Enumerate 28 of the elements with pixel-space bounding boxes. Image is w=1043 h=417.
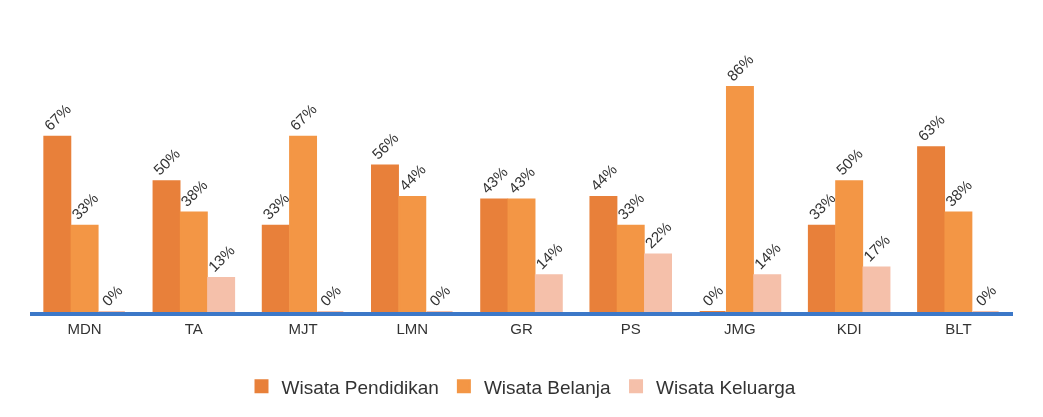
data-label: 43% (477, 163, 511, 197)
data-label: 56% (368, 129, 402, 163)
x-tick-label: TA (184, 320, 203, 337)
data-label: 0% (972, 281, 1000, 309)
data-label: 0% (316, 281, 345, 309)
data-label: 0% (698, 281, 727, 309)
data-label: 38% (941, 176, 976, 210)
data-label: 33% (805, 189, 839, 223)
data-label: 0% (425, 281, 454, 309)
x-tick-label: KDI (836, 320, 862, 337)
data-label: 63% (914, 110, 948, 145)
x-tick-label: GR (510, 320, 533, 337)
data-label: 0% (98, 281, 126, 309)
x-tick-label: PS (620, 320, 641, 337)
x-tick-label: MJT (288, 320, 318, 337)
data-label: 67% (40, 100, 74, 134)
x-tick-label: JMG (724, 320, 756, 337)
data-label: 67% (286, 100, 320, 134)
data-label: 33% (259, 189, 293, 223)
data-label: 44% (395, 160, 429, 194)
legend-label: Wisata Pendidikan (281, 376, 439, 398)
legend-label: Wisata Belanja (483, 376, 612, 398)
legend-label: Wisata Keluarga (656, 376, 796, 398)
x-tick-label: BLT (945, 320, 972, 337)
x-tick-label: LMN (396, 320, 429, 337)
data-label: 33% (67, 189, 102, 223)
data-label: 38% (177, 176, 211, 210)
x-tick-label: MDN (67, 320, 102, 337)
